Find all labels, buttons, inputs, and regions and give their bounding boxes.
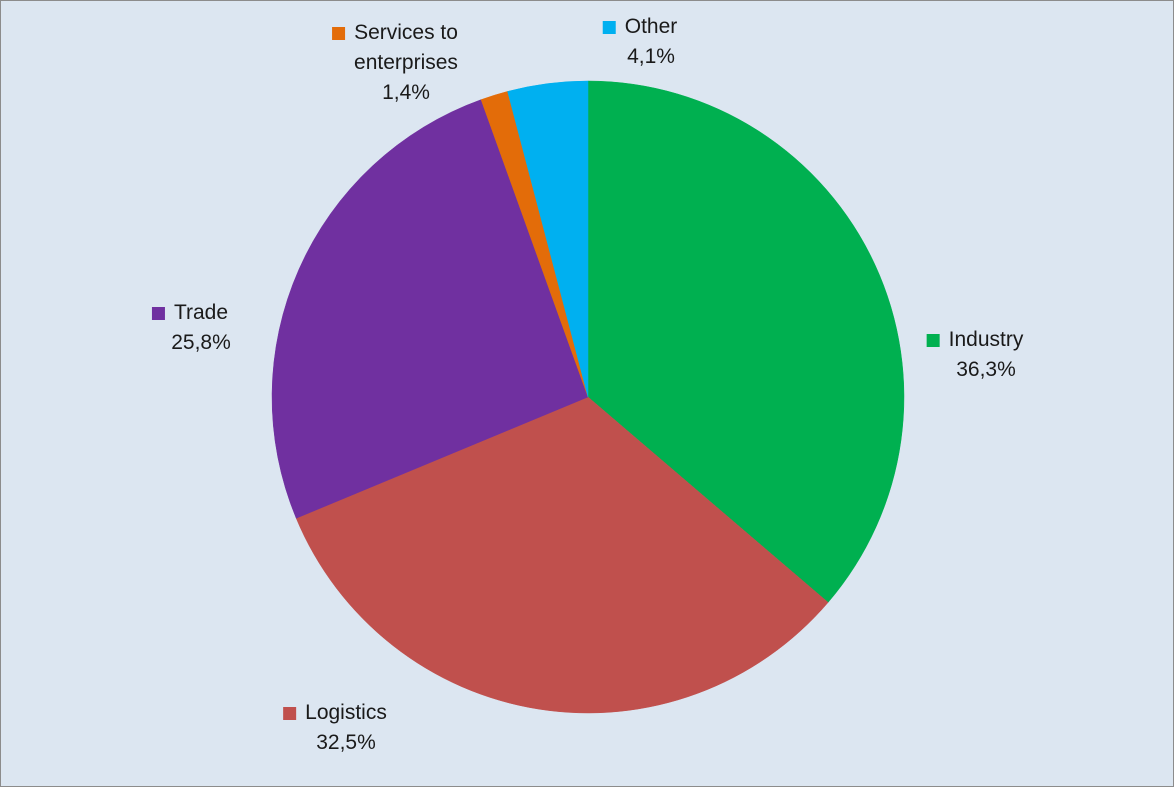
data-label-trade: Trade 25,8% — [151, 301, 231, 354]
data-label-logistics: Logistics 32,5% — [283, 701, 387, 754]
data-label-name: Industry — [949, 328, 1024, 351]
data-label-name: Other — [625, 15, 678, 38]
data-label-other: Other 4,1% — [602, 15, 678, 68]
data-label-industry: Industry 36,3% — [926, 328, 1024, 381]
data-label-services-to-enterprises: Services to enterprises 1,4% — [332, 21, 458, 104]
pie-slice-trade — [271, 99, 589, 519]
pie-slice-industry — [587, 80, 905, 603]
legend-marker-other — [602, 21, 616, 34]
data-label-name: Services to — [354, 21, 458, 44]
pie-slice-other — [507, 80, 589, 398]
pie-slice-logistics — [295, 396, 829, 714]
data-label-name: enterprises — [354, 51, 458, 74]
data-labels: Industry 36,3% Logistics 32,5% Trade 25,8% Ser… — [151, 15, 1024, 754]
data-label-value: 36,3% — [956, 358, 1016, 381]
data-label-name: Logistics — [305, 701, 387, 724]
data-label-value: 25,8% — [171, 331, 231, 354]
data-label-name: Trade — [174, 301, 228, 324]
data-label-value: 1,4% — [382, 81, 430, 104]
pie-slices — [271, 80, 905, 714]
legend-marker-trade — [151, 307, 165, 320]
legend-marker-logistics — [283, 707, 297, 720]
data-label-value: 32,5% — [316, 731, 376, 754]
data-label-value: 4,1% — [627, 45, 675, 68]
legend-marker-services-to-enterprises — [332, 27, 346, 40]
legend-marker-industry — [926, 334, 940, 347]
